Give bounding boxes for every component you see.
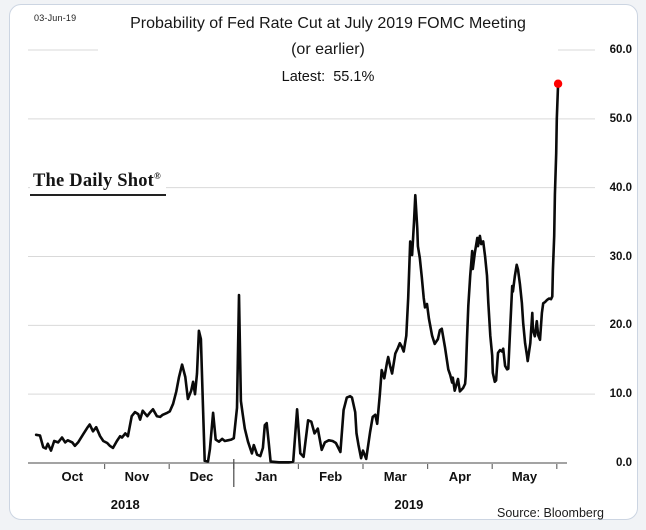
chart-card: 03-Jun-19 Probability of Fed Rate Cut at… — [9, 4, 638, 520]
month-label-dec: Dec — [189, 469, 214, 484]
latest-point-marker — [553, 79, 563, 88]
registered-trademark-icon: ® — [154, 171, 161, 181]
y-tick-label-50: 50.0 — [609, 112, 632, 125]
chart-title-line2: (or earlier) — [291, 41, 365, 58]
month-label-nov: Nov — [124, 469, 150, 484]
date-label: 03-Jun-19 — [34, 13, 77, 23]
y-tick-label-30: 30.0 — [609, 250, 632, 263]
daily-shot-watermark: The Daily Shot® — [30, 165, 166, 197]
chart-title: Probability of Fed Rate Cut at July 2019… — [98, 9, 558, 64]
watermark-text: The Daily Shot — [33, 171, 155, 192]
y-tick-label-40: 40.0 — [609, 181, 632, 194]
y-tick-label-10: 10.0 — [609, 388, 632, 401]
month-label-jan: Jan — [254, 469, 278, 484]
month-label-oct: Oct — [61, 469, 84, 484]
y-tick-label-20: 20.0 — [609, 319, 632, 332]
y-tick-label-0: 0.0 — [616, 457, 632, 469]
y-tick-label-60: 60.0 — [609, 44, 632, 56]
month-label-apr: Apr — [448, 469, 472, 484]
month-label-feb: Feb — [319, 469, 343, 484]
chart-title-line1: Probability of Fed Rate Cut at July 2019… — [130, 15, 526, 32]
source-label: Source: Bloomberg — [496, 506, 604, 520]
year-label-2018: 2018 — [110, 497, 140, 512]
year-label-2019: 2019 — [394, 497, 424, 512]
latest-value-label: Latest: 55.1% — [281, 69, 375, 85]
probability-line — [34, 82, 560, 464]
month-label-mar: Mar — [383, 469, 407, 484]
month-label-may: May — [511, 469, 538, 484]
